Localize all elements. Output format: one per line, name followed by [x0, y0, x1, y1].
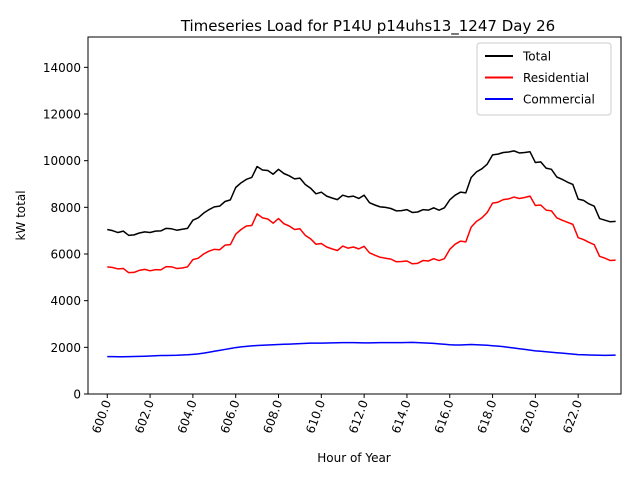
- plot-frame: [87, 36, 622, 395]
- y-tick-label: 8000: [50, 201, 81, 215]
- series-line-total: [107, 150, 616, 237]
- legend-label-residential: Residential: [523, 71, 589, 85]
- legend-box: [476, 42, 612, 116]
- series-line-residential: [107, 195, 616, 274]
- x-axis-label: Hour of Year: [317, 451, 391, 465]
- y-tick-label: 6000: [50, 248, 81, 262]
- y-tick-label: 0: [73, 388, 81, 402]
- chart-title: Timeseries Load for P14U p14uhs13_1247 D…: [180, 17, 555, 36]
- y-tick-label: 14000: [43, 61, 81, 75]
- y-axis-label: kW total: [14, 190, 28, 240]
- y-tick-label: 4000: [50, 294, 81, 308]
- series-line-commercial: [107, 341, 616, 358]
- legend-label-total: Total: [522, 50, 551, 64]
- y-tick-label: 2000: [50, 341, 81, 355]
- y-tick-label: 12000: [43, 108, 81, 122]
- legend-label-commercial: Commercial: [523, 93, 595, 107]
- y-tick-label: 10000: [43, 154, 81, 168]
